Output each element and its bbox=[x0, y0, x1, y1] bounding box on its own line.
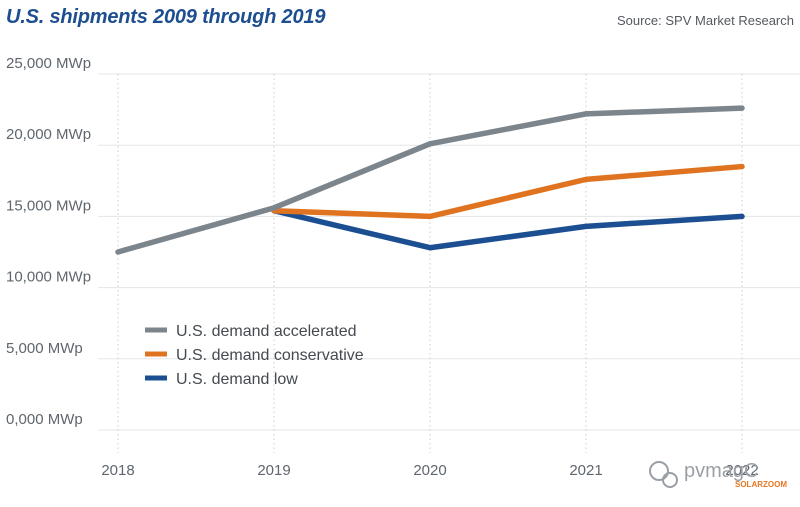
x-tick-label: 2021 bbox=[569, 462, 602, 479]
x-tick-label: 2018 bbox=[101, 462, 134, 479]
legend-label: U.S. demand accelerated bbox=[176, 323, 357, 340]
source-note: Source: SPV Market Research bbox=[616, 13, 794, 28]
wechat-icon bbox=[649, 461, 669, 481]
y-tick-label: 20,000 MWp bbox=[6, 126, 91, 143]
series-line bbox=[271, 207, 745, 251]
series-line bbox=[271, 163, 745, 220]
watermark-text: pvmagC bbox=[684, 460, 758, 482]
legend-label: U.S. demand low bbox=[176, 371, 298, 388]
watermark-brand: SOLARZOOM bbox=[735, 480, 787, 489]
grid bbox=[98, 73, 800, 453]
x-tick-label: 2022 bbox=[725, 462, 758, 479]
y-tick-label: 5,000 MWp bbox=[6, 340, 83, 357]
y-tick-label: 10,000 MWp bbox=[6, 269, 91, 286]
x-tick-label: 2019 bbox=[257, 462, 290, 479]
y-tick-label: 25,000 MWp bbox=[6, 55, 91, 72]
y-tick-label: 0,000 MWp bbox=[6, 411, 83, 428]
series-lines bbox=[115, 105, 745, 255]
wechat-icon-bubble bbox=[662, 472, 678, 488]
chart-title: U.S. shipments 2009 through 2019 bbox=[6, 6, 326, 28]
legend: U.S. demand accelerated U.S. demand conse… bbox=[145, 323, 364, 388]
y-axis: 0,000 MWp 5,000 MWp 10,000 MWp 15,000 MWp 20… bbox=[6, 55, 91, 428]
x-tick-label: 2020 bbox=[413, 462, 446, 479]
x-axis: 2018 2019 2020 2021 2022 bbox=[101, 462, 758, 479]
legend-label: U.S. demand conservative bbox=[176, 347, 364, 364]
y-tick-label: 15,000 MWp bbox=[6, 197, 91, 214]
series-line bbox=[115, 105, 745, 255]
